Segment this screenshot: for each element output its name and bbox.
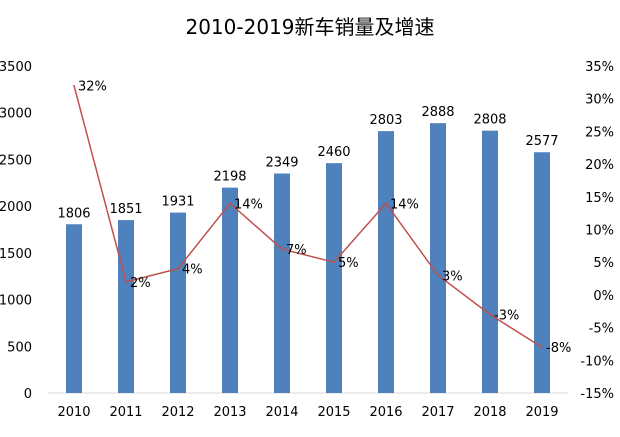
growth-value-label: 2% xyxy=(130,276,151,291)
x-tick-label: 2015 xyxy=(317,405,350,420)
bar-value-label: 2808 xyxy=(473,113,506,128)
chart-title: 2010-2019新车销量及增速 xyxy=(185,15,434,39)
x-tick-label: 2010 xyxy=(57,405,90,420)
left-y-tick-label: 2500 xyxy=(0,153,32,168)
growth-point-2017 xyxy=(437,274,439,277)
bar-2017 xyxy=(430,123,446,393)
x-tick-label: 2017 xyxy=(421,405,454,420)
growth-value-label: 5% xyxy=(338,256,359,271)
right-y-tick-label: -5% xyxy=(589,322,614,337)
growth-rate-line xyxy=(73,85,543,348)
right-y-tick-label: 20% xyxy=(585,158,614,173)
bar-value-label: 1851 xyxy=(109,202,142,217)
growth-value-label: 3% xyxy=(442,269,463,284)
growth-point-2011 xyxy=(125,281,127,283)
growth-point-2014 xyxy=(281,248,283,250)
growth-value-label: 7% xyxy=(286,243,307,258)
bar-value-label: 2198 xyxy=(213,170,246,185)
x-tick-label: 2013 xyxy=(213,405,246,420)
bar-2019 xyxy=(534,152,550,393)
growth-point-2015 xyxy=(333,261,335,264)
left-y-tick-label: 1500 xyxy=(0,247,32,262)
growth-value-label: 32% xyxy=(78,80,107,95)
bar-2016 xyxy=(378,131,394,393)
bar-value-label: 2803 xyxy=(369,113,402,128)
bar-2013 xyxy=(222,187,238,393)
growth-point-2016 xyxy=(385,202,387,205)
bar-2012 xyxy=(170,212,186,393)
bar-2015 xyxy=(326,163,342,393)
growth-value-label: 14% xyxy=(390,197,419,212)
right-y-tick-label: -15% xyxy=(580,387,614,402)
x-tick-label: 2018 xyxy=(473,405,506,420)
left-y-tick-label: 2000 xyxy=(0,200,32,215)
growth-point-2018 xyxy=(489,313,491,316)
bar-value-label: 1931 xyxy=(161,195,194,210)
bar-value-label: 2888 xyxy=(421,105,454,120)
left-y-tick-label: 0 xyxy=(24,387,32,402)
right-y-tick-label: 0% xyxy=(593,289,614,304)
right-y-tick-label: -10% xyxy=(580,354,614,369)
bar-2011 xyxy=(118,220,134,393)
right-y-tick-label: 30% xyxy=(585,93,614,108)
growth-point-2019 xyxy=(541,346,543,349)
growth-value-label: 4% xyxy=(182,263,203,278)
left-y-tick-label: 3500 xyxy=(0,60,32,75)
growth-value-label: -8% xyxy=(546,341,571,356)
bar-2018 xyxy=(482,130,498,393)
bar-value-label: 2349 xyxy=(265,156,298,171)
right-y-tick-label: 10% xyxy=(585,224,614,239)
left-y-tick-label: 3000 xyxy=(0,107,32,122)
bar-2010 xyxy=(66,224,82,393)
x-tick-label: 2016 xyxy=(369,405,402,420)
growth-point-2013 xyxy=(229,202,231,205)
left-y-tick-label: 500 xyxy=(7,340,32,355)
right-y-tick-label: 15% xyxy=(585,191,614,206)
bar-value-label: 1806 xyxy=(57,206,90,221)
growth-value-label: 14% xyxy=(234,197,263,212)
growth-point-2012 xyxy=(177,267,179,270)
x-tick-label: 2014 xyxy=(265,405,298,420)
left-y-tick-label: 1000 xyxy=(0,294,32,309)
bar-value-label: 2577 xyxy=(525,134,558,149)
growth-value-label: -3% xyxy=(494,309,519,324)
bar-2014 xyxy=(274,173,290,393)
right-y-tick-label: 25% xyxy=(585,125,614,140)
bar-value-label: 2460 xyxy=(317,145,350,160)
x-tick-label: 2011 xyxy=(109,405,142,420)
x-tick-label: 2012 xyxy=(161,405,194,420)
growth-point-2010 xyxy=(73,84,75,87)
x-tick-label: 2019 xyxy=(525,405,558,420)
right-y-tick-label: 5% xyxy=(593,256,614,271)
right-y-tick-label: 35% xyxy=(585,60,614,75)
